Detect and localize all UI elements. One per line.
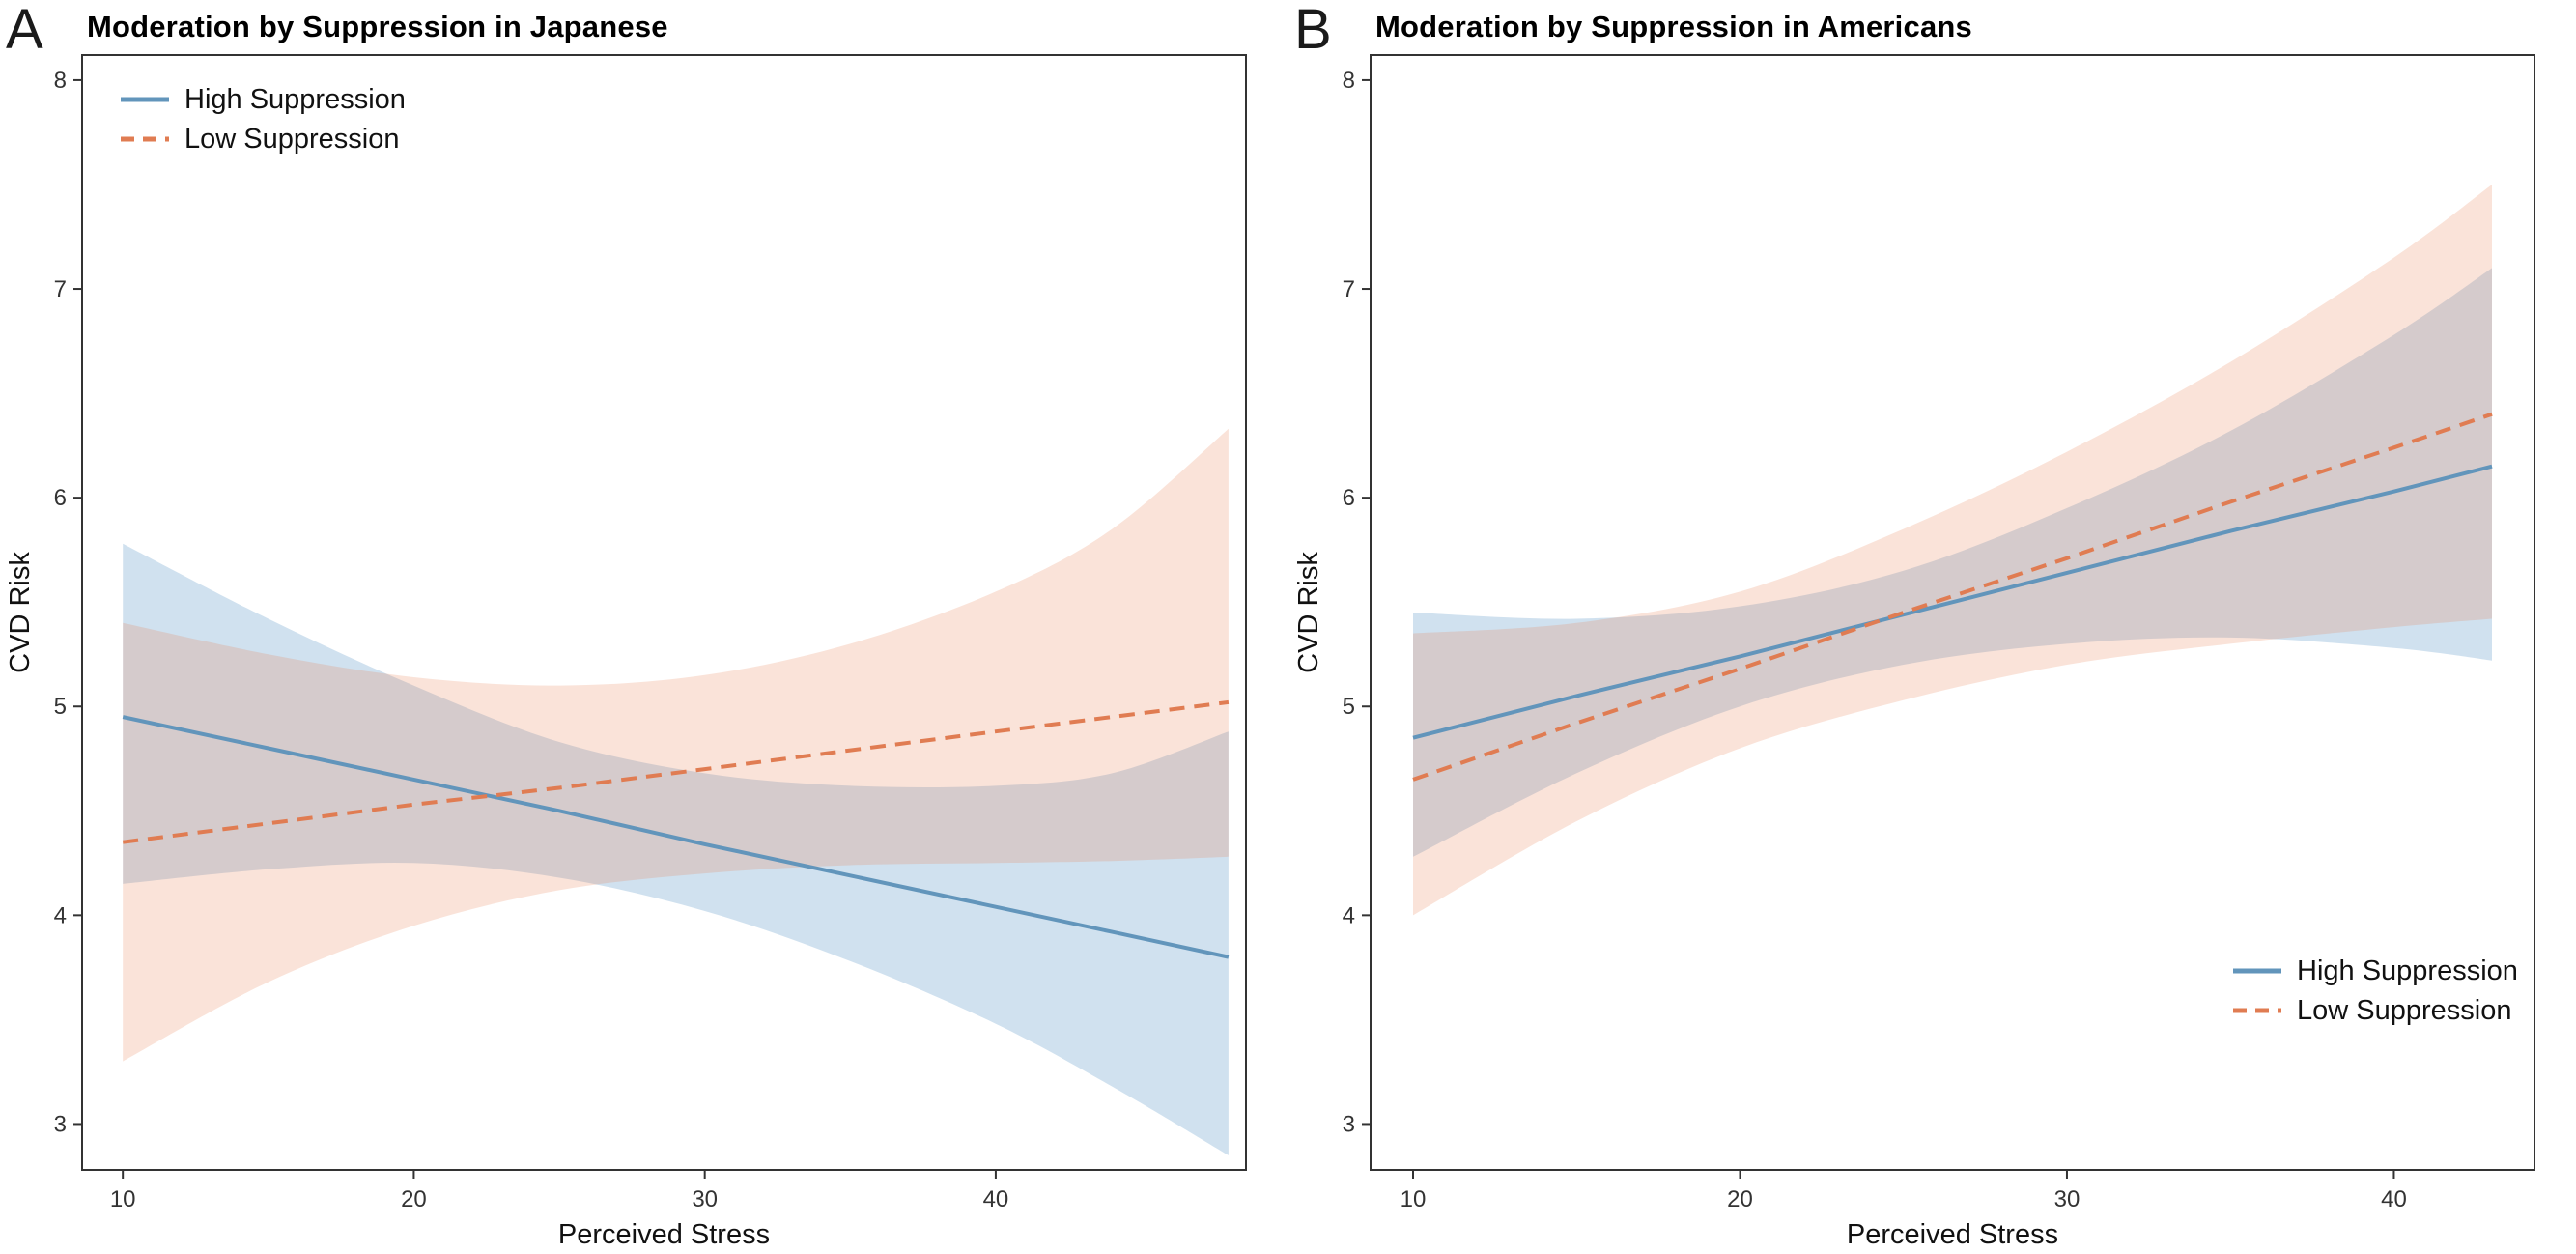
- x-tick-label: 10: [1401, 1186, 1427, 1212]
- x-axis-label: Perceived Stress: [1847, 1219, 2058, 1250]
- ci-band-low-suppression: [123, 428, 1229, 1062]
- x-axis-label: Perceived Stress: [558, 1219, 770, 1250]
- legend: High Suppression Low Suppression: [121, 84, 406, 155]
- panel-a: A Moderation by Suppression in Japanese …: [5, 0, 1247, 1250]
- y-tick-label: 4: [1343, 902, 1355, 928]
- x-tick-label: 30: [692, 1186, 718, 1212]
- ci-band-low-suppression: [1413, 185, 2492, 916]
- panel-b-title: Moderation by Suppression in Americans: [1375, 10, 1972, 43]
- line-low-suppression: [1412, 412, 2493, 782]
- y-tick-label: 6: [54, 485, 67, 511]
- plot-border: [1370, 54, 2535, 1171]
- line-high-suppression: [122, 715, 1230, 959]
- plot-area: [122, 428, 1230, 1155]
- x-tick-label: 10: [110, 1186, 136, 1212]
- legend-label-low-suppression: Low Suppression: [184, 124, 399, 155]
- y-tick-label: 7: [54, 276, 67, 302]
- x-tick-label: 40: [983, 1186, 1009, 1212]
- y-tick-label: 5: [54, 694, 67, 720]
- legend-label-high-suppression: High Suppression: [2297, 955, 2518, 986]
- y-tick-label: 7: [1343, 276, 1355, 302]
- plot-border: [81, 54, 1247, 1171]
- y-tick-label: 8: [54, 68, 67, 94]
- plot-area: [1412, 185, 2493, 916]
- legend-label-low-suppression: Low Suppression: [2297, 995, 2511, 1026]
- legend-label-high-suppression: High Suppression: [184, 84, 406, 115]
- ci-band-high-suppression: [123, 543, 1229, 1155]
- panel-b-chart: 10 20 30 40 3 4 5 6 7 8 Perceived Stress CVD Risk Hi…: [1293, 54, 2535, 1250]
- panel-a-title: Moderation by Suppression in Japanese: [87, 10, 668, 43]
- legend: High Suppression Low Suppression: [2233, 955, 2518, 1026]
- panel-b-letter: B: [1294, 0, 1332, 61]
- y-axis-label: CVD Risk: [1293, 552, 1324, 673]
- y-axis-label: CVD Risk: [5, 552, 36, 673]
- y-tick-label: 3: [54, 1111, 67, 1137]
- x-tick-label: 40: [2381, 1186, 2407, 1212]
- x-tick-label: 20: [401, 1186, 427, 1212]
- x-tick-label: 30: [2054, 1186, 2081, 1212]
- y-tick-label: 8: [1343, 68, 1355, 94]
- y-tick-label: 6: [1343, 485, 1355, 511]
- panel-a-letter: A: [6, 0, 43, 61]
- ci-band-high-suppression: [1413, 268, 2492, 857]
- line-low-suppression: [122, 699, 1230, 844]
- y-tick-label: 4: [54, 902, 67, 928]
- x-tick-label: 20: [1727, 1186, 1753, 1212]
- panel-a-chart: 10 20 30 40 3 4 5 6 7 8 Perceived Stress CVD Risk Hi…: [5, 54, 1247, 1250]
- panel-b: B Moderation by Suppression in Americans…: [1288, 0, 2576, 1254]
- line-high-suppression: [1412, 464, 2493, 740]
- y-tick-label: 3: [1343, 1111, 1355, 1137]
- y-tick-label: 5: [1343, 694, 1355, 720]
